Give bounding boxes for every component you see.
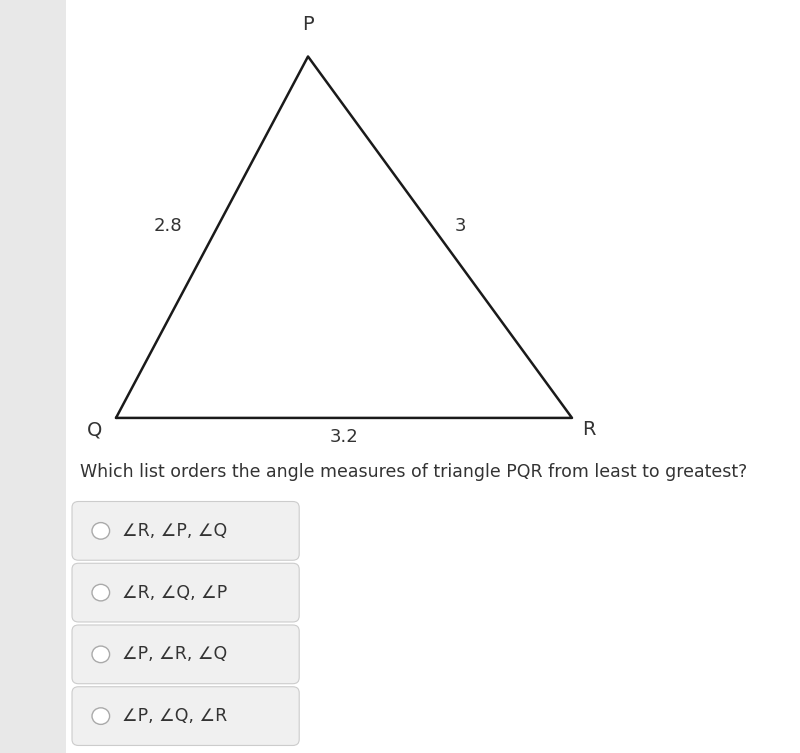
Text: 2.8: 2.8 xyxy=(154,217,182,235)
Text: Q: Q xyxy=(87,420,102,439)
Text: 3.2: 3.2 xyxy=(330,428,358,446)
Text: ∠P, ∠R, ∠Q: ∠P, ∠R, ∠Q xyxy=(122,645,228,663)
Text: Which list orders the angle measures of triangle PQR from least to greatest?: Which list orders the angle measures of … xyxy=(80,463,747,481)
Text: 3: 3 xyxy=(454,217,466,235)
Text: ∠R, ∠P, ∠Q: ∠R, ∠P, ∠Q xyxy=(122,522,228,540)
Circle shape xyxy=(92,646,110,663)
Text: P: P xyxy=(302,15,314,34)
FancyBboxPatch shape xyxy=(72,687,299,745)
FancyBboxPatch shape xyxy=(72,563,299,622)
Circle shape xyxy=(92,708,110,724)
Text: ∠R, ∠Q, ∠P: ∠R, ∠Q, ∠P xyxy=(122,584,228,602)
FancyBboxPatch shape xyxy=(72,501,299,560)
Text: R: R xyxy=(582,420,596,439)
Text: ∠P, ∠Q, ∠R: ∠P, ∠Q, ∠R xyxy=(122,707,228,725)
Circle shape xyxy=(92,584,110,601)
FancyBboxPatch shape xyxy=(72,625,299,684)
Circle shape xyxy=(92,523,110,539)
